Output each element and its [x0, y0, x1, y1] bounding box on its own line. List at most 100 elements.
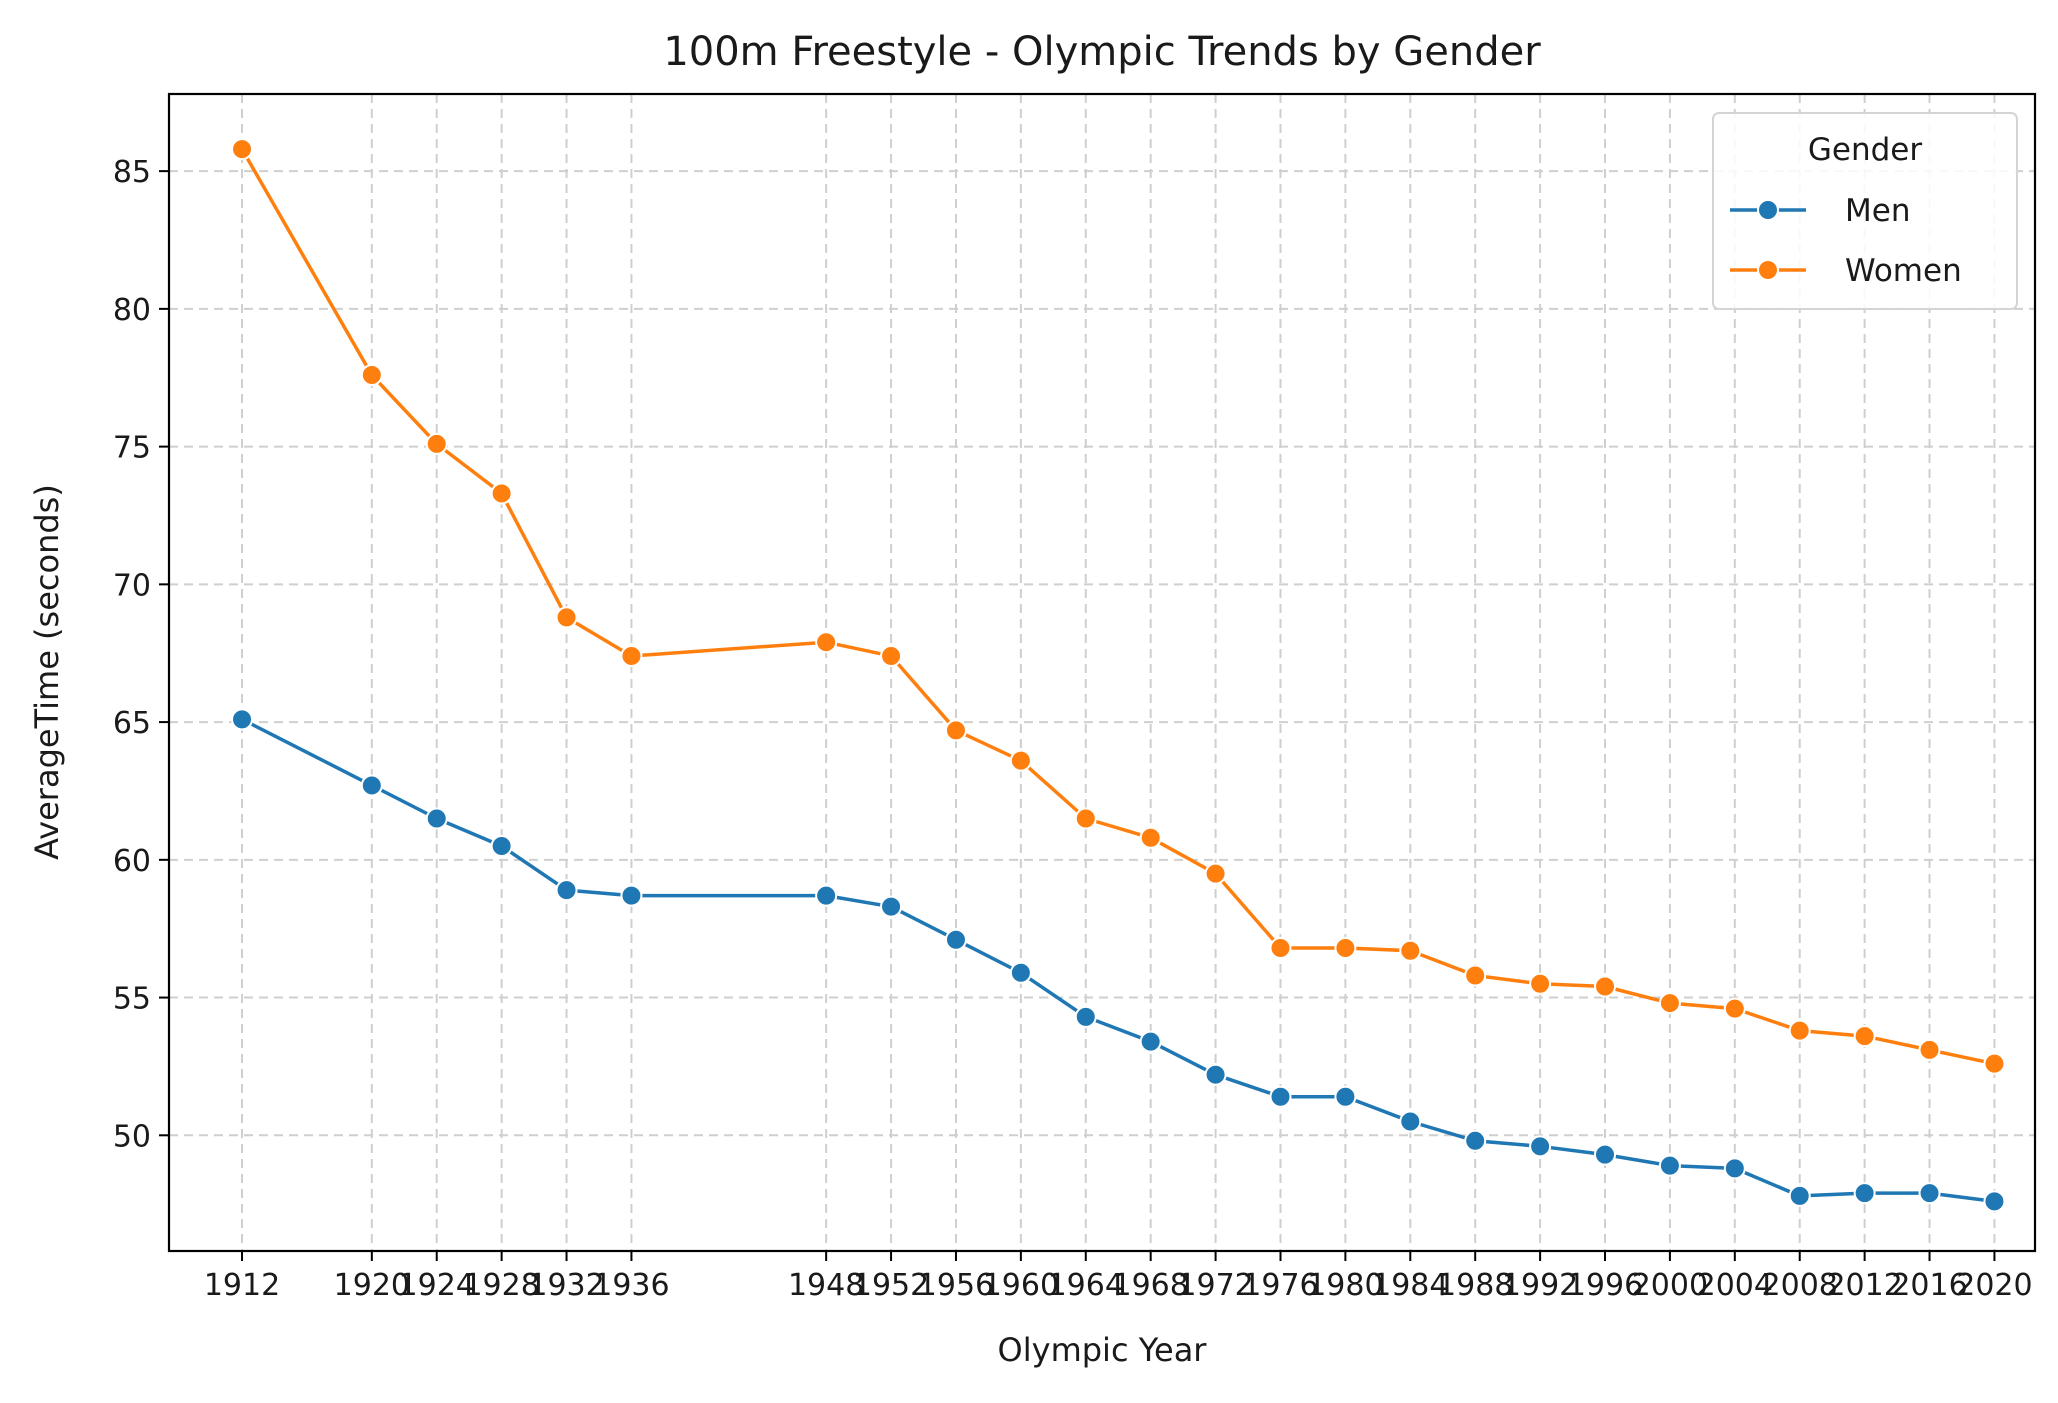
data-point-men [1074, 1005, 1097, 1028]
y-tick-label: 75 [113, 431, 151, 466]
data-point-women [490, 482, 513, 505]
legend-box [1712, 112, 2018, 310]
data-point-men [1139, 1030, 1162, 1053]
data-point-women [1918, 1038, 1941, 1061]
series-group [231, 138, 2006, 1213]
x-tick-label: 1936 [593, 1268, 669, 1303]
legend-entry-women: Women [1730, 253, 1962, 289]
legend-label-women: Women [1845, 253, 1962, 289]
y-tick-label: 80 [113, 293, 151, 328]
legend-label-men: Men [1845, 193, 1910, 229]
x-tick-label: 1920 [334, 1268, 410, 1303]
data-point-men [555, 879, 578, 902]
data-point-men [1723, 1157, 1746, 1180]
data-point-women [1788, 1019, 1811, 1042]
x-tick-label: 2004 [1697, 1268, 1773, 1303]
x-tick-label: 2012 [1826, 1268, 1902, 1303]
data-point-men [880, 895, 903, 918]
data-point-women [1658, 992, 1681, 1015]
data-point-men [1009, 961, 1032, 984]
x-tick-label: 2000 [1632, 1268, 1708, 1303]
x-tick-label: 1972 [1177, 1268, 1253, 1303]
x-tick-label: 1924 [399, 1268, 475, 1303]
data-point-women [880, 644, 903, 667]
x-tick-label: 1976 [1242, 1268, 1318, 1303]
legend-marker-women [1757, 259, 1779, 281]
x-tick-label: 1932 [528, 1268, 604, 1303]
plot-frame [167, 92, 2037, 1253]
data-point-women [1594, 975, 1617, 998]
y-tick-label: 60 [113, 844, 151, 879]
data-point-men [1853, 1182, 1876, 1205]
grid [169, 94, 2035, 1251]
x-tick-label: 1960 [983, 1268, 1059, 1303]
x-tick-label: 1984 [1372, 1268, 1448, 1303]
data-point-men [1918, 1182, 1941, 1205]
data-point-women [620, 644, 643, 667]
x-tick-label: 1952 [853, 1268, 929, 1303]
x-tick-label: 1980 [1307, 1268, 1383, 1303]
data-point-men [1334, 1085, 1357, 1108]
chart-title: 100m Freestyle - Olympic Trends by Gende… [663, 29, 1541, 75]
x-tick-label: 1964 [1048, 1268, 1124, 1303]
data-point-women [1399, 939, 1422, 962]
data-point-men [1269, 1085, 1292, 1108]
data-point-women [1269, 936, 1292, 959]
data-point-men [944, 928, 967, 951]
data-point-women [555, 606, 578, 629]
data-point-men [425, 807, 448, 830]
data-point-men [231, 708, 254, 731]
data-point-men [1983, 1190, 2006, 1213]
x-tick-label: 2020 [1956, 1268, 2032, 1303]
x-tick-label: 1968 [1112, 1268, 1188, 1303]
data-point-women [1204, 862, 1227, 885]
x-tick-label: 2008 [1762, 1268, 1838, 1303]
data-point-women [1529, 972, 1552, 995]
data-point-women [1983, 1052, 2006, 1075]
data-point-women [425, 432, 448, 455]
y-tick-label: 85 [113, 155, 151, 190]
data-point-men [1658, 1154, 1681, 1177]
data-point-men [1788, 1184, 1811, 1207]
y-tick-label: 50 [113, 1119, 151, 1154]
x-tick-label: 1948 [788, 1268, 864, 1303]
x-axis-label: Olympic Year [998, 1331, 1208, 1369]
data-point-women [944, 719, 967, 742]
data-point-men [620, 884, 643, 907]
x-tick-label: 1956 [918, 1268, 994, 1303]
data-point-women [360, 363, 383, 386]
data-point-men [1464, 1129, 1487, 1152]
legend: Gender Men Women [1712, 112, 2018, 310]
legend-marker-men [1757, 199, 1779, 221]
data-point-women [1334, 936, 1357, 959]
x-tick-label: 1996 [1567, 1268, 1643, 1303]
x-tick-label: 1928 [463, 1268, 539, 1303]
x-tick-label: 2016 [1891, 1268, 1967, 1303]
data-point-women [1723, 997, 1746, 1020]
data-point-men [815, 884, 838, 907]
data-point-men [1529, 1135, 1552, 1158]
legend-title: Gender [1808, 132, 1922, 168]
data-point-women [1139, 826, 1162, 849]
data-point-men [1594, 1143, 1617, 1166]
data-point-women [815, 631, 838, 654]
data-point-women [1074, 807, 1097, 830]
y-axis-label: AverageTime (seconds) [28, 484, 66, 860]
data-point-men [490, 835, 513, 858]
legend-entry-men: Men [1730, 193, 1910, 229]
data-point-men [360, 774, 383, 797]
x-tick-label: 1992 [1502, 1268, 1578, 1303]
data-point-women [231, 138, 254, 161]
x-tick-label: 1988 [1437, 1268, 1513, 1303]
x-tick-label: 1912 [204, 1268, 280, 1303]
data-point-women [1853, 1025, 1876, 1048]
data-point-men [1399, 1110, 1422, 1133]
y-tick-label: 65 [113, 706, 151, 741]
series-line-men [241, 717, 1995, 1204]
y-tick-label: 55 [113, 982, 151, 1017]
data-point-women [1009, 749, 1032, 772]
data-point-women [1464, 964, 1487, 987]
y-tick-label: 70 [113, 568, 151, 603]
